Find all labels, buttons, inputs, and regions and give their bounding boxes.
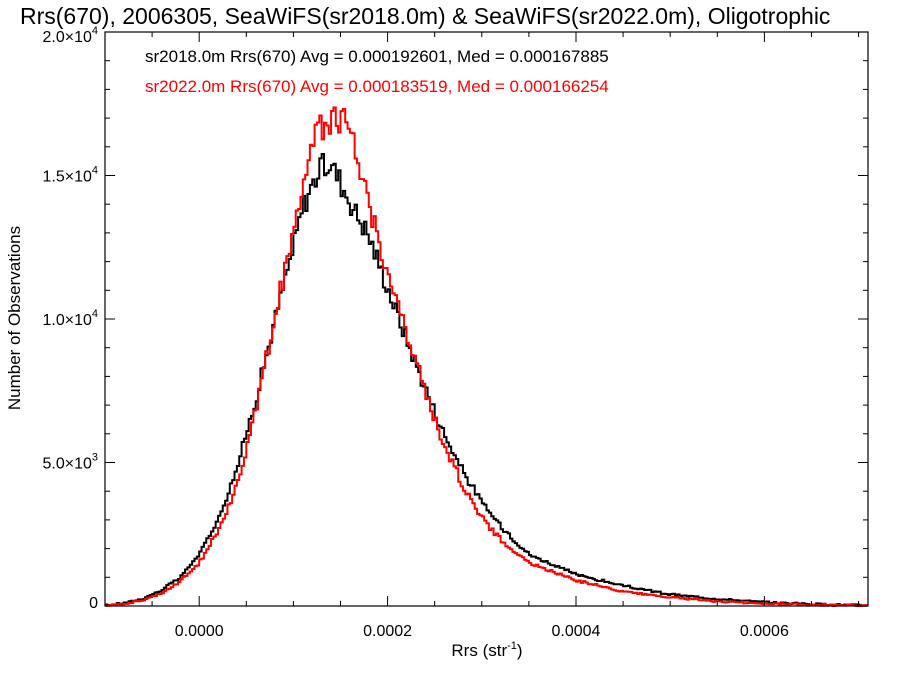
y-tick-label: 5.0×103 (42, 452, 98, 473)
x-axis-label: Rrs (str-1) (451, 640, 522, 660)
y-axis: 0 5.0×103 1.0×104 1.5×104 2.0×104 (42, 25, 868, 612)
series-stats-sr2022: sr2022.0m Rrs(670) Avg = 0.000183519, Me… (145, 77, 609, 96)
x-axis: 0.0000 0.0002 0.0004 0.0006 (104, 32, 860, 640)
series-line-sr2018.0m (105, 153, 868, 607)
x-tick-label: 0.0006 (740, 623, 789, 640)
y-tick-label: 0 (89, 595, 98, 612)
x-tick-label: 0.0004 (552, 623, 601, 640)
series-layer (105, 106, 868, 607)
x-tick-label: 0.0002 (363, 623, 412, 640)
series-line-sr2022.0m (105, 106, 868, 607)
x-tick-label: 0.0000 (175, 623, 224, 640)
series-stats-sr2018: sr2018.0m Rrs(670) Avg = 0.000192601, Me… (145, 47, 609, 66)
y-tick-label: 1.5×104 (42, 165, 98, 186)
y-tick-label: 1.0×104 (42, 308, 98, 329)
y-tick-label: 2.0×104 (42, 25, 98, 46)
chart-title: Rrs(670), 2006305, SeaWiFS(sr2018.0m) & … (20, 3, 830, 29)
y-axis-label: Number of Observations (5, 226, 24, 410)
